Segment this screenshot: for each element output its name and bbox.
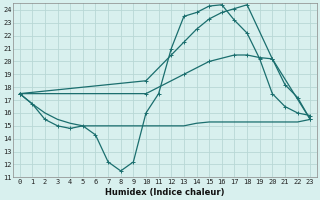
- X-axis label: Humidex (Indice chaleur): Humidex (Indice chaleur): [105, 188, 225, 197]
